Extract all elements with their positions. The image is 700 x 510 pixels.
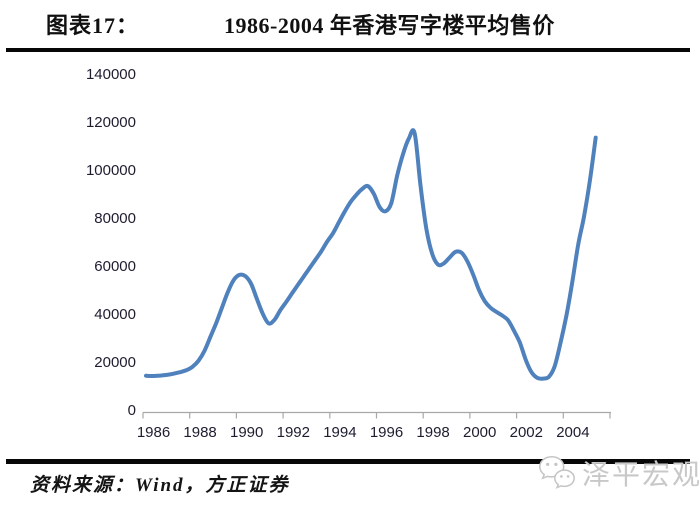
source-text: 资料来源：Wind，方正证券 [30,475,290,496]
y-axis-tick-label: 140000 [85,66,136,83]
x-axis-tick-label: 1990 [230,424,264,441]
x-axis-tick-label: 1992 [276,424,310,441]
x-axis-tick-label: 1998 [416,424,450,441]
x-axis-tick-label: 1996 [369,424,404,441]
figure-title: 1986-2004 年香港写字楼平均售价 [224,13,555,38]
x-axis-tick-label: 2002 [509,424,543,441]
y-axis-tick-label: 0 [127,402,136,419]
y-axis-tick-label: 80000 [94,210,136,227]
chart-canvas [142,128,611,419]
watermark-text: 泽平宏观 [582,460,700,491]
bottom-divider [6,459,690,464]
x-axis-tick-label: 2000 [463,424,497,441]
y-axis-tick-label: 40000 [94,306,136,323]
y-axis-tick-label: 100000 [85,162,136,179]
top-divider [6,48,690,52]
x-axis-tick-label: 1988 [183,424,217,441]
wechat-icon [539,456,575,489]
price-series-line [144,128,598,381]
x-axis-tick-label: 1986 [136,424,171,441]
watermark: 泽平宏观 [536,452,700,494]
x-axis-tick-label: 1994 [323,424,357,441]
price-line-chart: 0 20000 40000 60000 80000 100000 120000 140000 [0,55,700,455]
figure-label: 图表17： [46,13,140,38]
y-axis-tick-label: 60000 [94,258,136,275]
x-axis-tick-label: 2004 [556,424,590,441]
y-axis-tick-label: 20000 [94,354,136,371]
y-axis-tick-label: 120000 [85,114,136,131]
